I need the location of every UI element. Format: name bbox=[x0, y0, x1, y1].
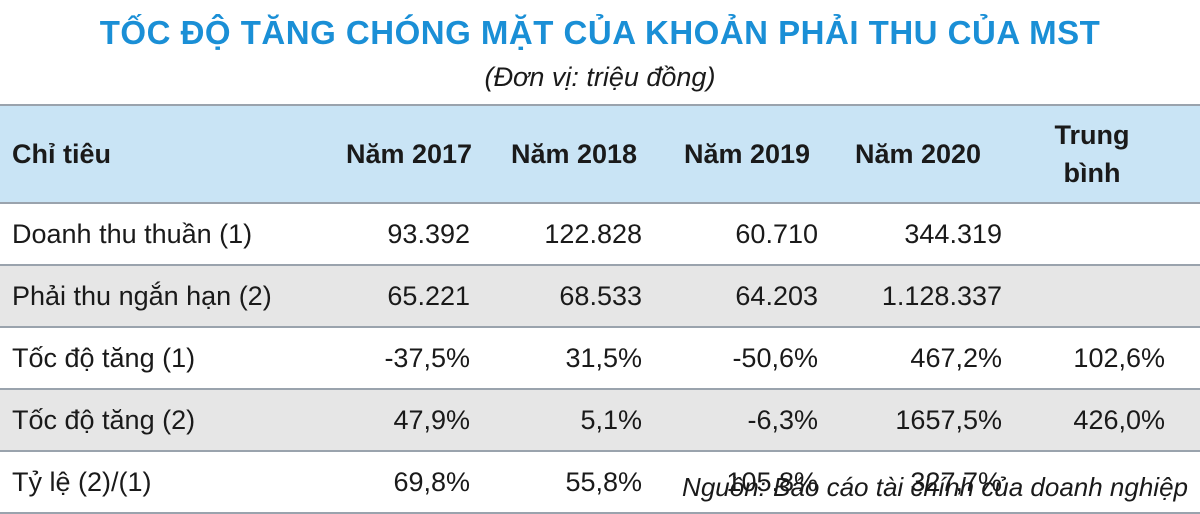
cell-2020: 327,7% bbox=[910, 466, 1002, 497]
cell-2020: 1.128.337 bbox=[881, 280, 1002, 311]
table-header-row: Chỉ tiêu Năm 2017 Năm 2018 Năm 2019 Năm … bbox=[0, 104, 1200, 204]
cell-2019: 105,8% bbox=[726, 466, 818, 497]
cell-2017: 47,9% bbox=[393, 404, 470, 435]
header-2020: Năm 2020 bbox=[854, 138, 982, 169]
header-2018: Năm 2018 bbox=[510, 138, 638, 169]
header-2019: Năm 2019 bbox=[683, 138, 811, 169]
cell-2018: 5,1% bbox=[580, 404, 642, 435]
cell-2018: 68.533 bbox=[559, 280, 642, 311]
cell-2018: 55,8% bbox=[565, 466, 642, 497]
cell-average: 426,0% bbox=[1073, 404, 1165, 435]
table-row: Tỷ lệ (2)/(1) 69,8% 55,8% 105,8% 327,7% bbox=[0, 452, 1200, 514]
cell-2019: -6,3% bbox=[747, 404, 818, 435]
cell-2017: 65.221 bbox=[387, 280, 470, 311]
source-note: Nguồn: Báo cáo tài chính của doanh nghiệ… bbox=[682, 472, 1188, 502]
row-label: Phải thu ngắn hạn (2) bbox=[12, 280, 272, 311]
cell-2019: 60.710 bbox=[735, 218, 818, 249]
cell-2020: 344.319 bbox=[904, 218, 1002, 249]
header-average-text: Trung bình bbox=[1054, 120, 1130, 188]
data-table: Chỉ tiêu Năm 2017 Năm 2018 Năm 2019 Năm … bbox=[0, 104, 1200, 514]
row-label: Tốc độ tăng (1) bbox=[12, 342, 196, 373]
table-row: Tốc độ tăng (2) 47,9% 5,1% -6,3% 1657,5%… bbox=[0, 390, 1200, 452]
header-2017: Năm 2017 bbox=[345, 138, 473, 169]
cell-2017: -37,5% bbox=[384, 342, 470, 373]
cell-2017: 93.392 bbox=[387, 218, 470, 249]
table-row: Tốc độ tăng (1) -37,5% 31,5% -50,6% 467,… bbox=[0, 328, 1200, 390]
cell-2018: 122.828 bbox=[544, 218, 642, 249]
cell-2017: 69,8% bbox=[393, 466, 470, 497]
row-label: Doanh thu thuần (1) bbox=[12, 218, 253, 249]
row-label: Tốc độ tăng (2) bbox=[12, 404, 196, 435]
row-label: Tỷ lệ (2)/(1) bbox=[12, 466, 152, 497]
unit-note: (Đơn vị: triệu đồng) bbox=[484, 62, 716, 92]
table-title: TỐC ĐỘ TĂNG CHÓNG MẶT CỦA KHOẢN PHẢI THU… bbox=[99, 14, 1101, 51]
cell-2020: 1657,5% bbox=[895, 404, 1002, 435]
cell-2020: 467,2% bbox=[910, 342, 1002, 373]
header-indicator: Chỉ tiêu bbox=[12, 138, 111, 169]
cell-2019: -50,6% bbox=[732, 342, 818, 373]
table-row: Phải thu ngắn hạn (2) 65.221 68.533 64.2… bbox=[0, 266, 1200, 328]
cell-2018: 31,5% bbox=[565, 342, 642, 373]
header-average: Trung bình bbox=[1002, 116, 1182, 192]
cell-2019: 64.203 bbox=[735, 280, 818, 311]
table-row: Doanh thu thuần (1) 93.392 122.828 60.71… bbox=[0, 204, 1200, 266]
cell-average: 102,6% bbox=[1073, 342, 1165, 373]
